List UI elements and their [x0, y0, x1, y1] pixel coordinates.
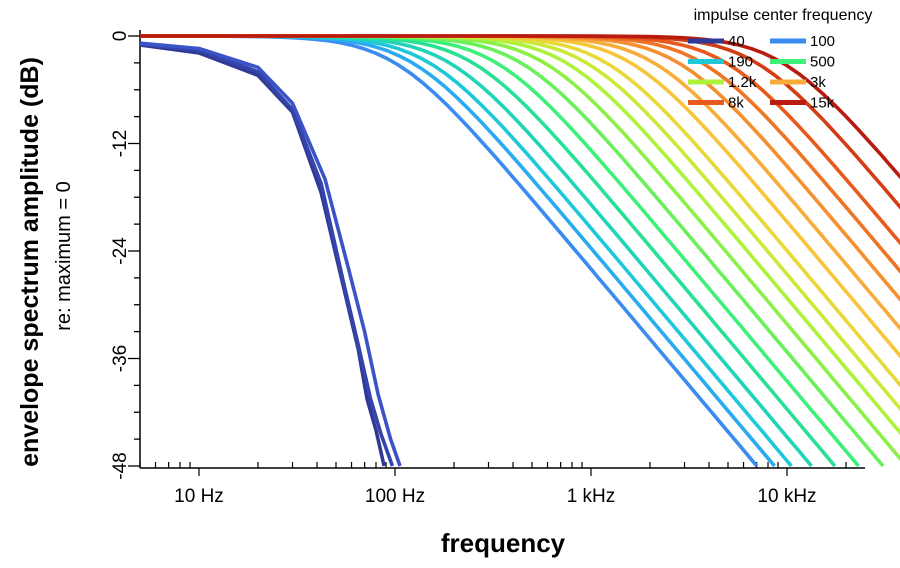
legend-label: 500: [810, 54, 835, 71]
legend-label: 190: [728, 54, 753, 71]
series-lines: [139, 34, 900, 468]
y-tick-label: -36: [110, 345, 131, 372]
ticks: [128, 35, 847, 476]
x-axis-title: frequency: [441, 528, 566, 558]
y-tick-label: -24: [110, 237, 131, 265]
legend-label: 8k: [728, 95, 744, 112]
legend-label: 15k: [810, 95, 835, 112]
x-tick-label: 10 Hz: [174, 486, 224, 507]
y-tick-label: 0: [110, 31, 131, 42]
tick-labels: 0 -12 -24 -36 -48 10 Hz 100 Hz 1 kHz 10 kHz: [110, 31, 817, 507]
x-tick-label: 10 kHz: [757, 486, 816, 507]
y-tick-label: -12: [110, 130, 131, 157]
axes: [139, 30, 865, 469]
x-tick-label: 1 kHz: [567, 486, 616, 507]
y-tick-label: -48: [110, 452, 131, 479]
y-axis-title: envelope spectrum amplitude (dB): [16, 57, 44, 467]
series-line-19: [140, 34, 900, 210]
series-line-1: [139, 42, 395, 467]
series-line-3: [140, 34, 759, 468]
series-line-20: [140, 34, 900, 180]
series-line-2: [139, 41, 402, 467]
legend-label: 3k: [810, 74, 826, 91]
series-line-0: [139, 43, 386, 467]
legend-label: 100: [810, 33, 835, 50]
legend-label: 40: [728, 33, 745, 50]
legend: impulse center frequency 40 100 190 500 1.2k…: [688, 7, 872, 112]
legend-label: 1.2k: [728, 74, 757, 91]
legend-items: 40 100 190 500 1.2k 3k 8k 15k: [688, 33, 835, 112]
y-axis-subtitle: re: maximum = 0: [53, 181, 75, 330]
x-tick-label: 100 Hz: [365, 486, 425, 507]
legend-title: impulse center frequency: [694, 7, 873, 24]
